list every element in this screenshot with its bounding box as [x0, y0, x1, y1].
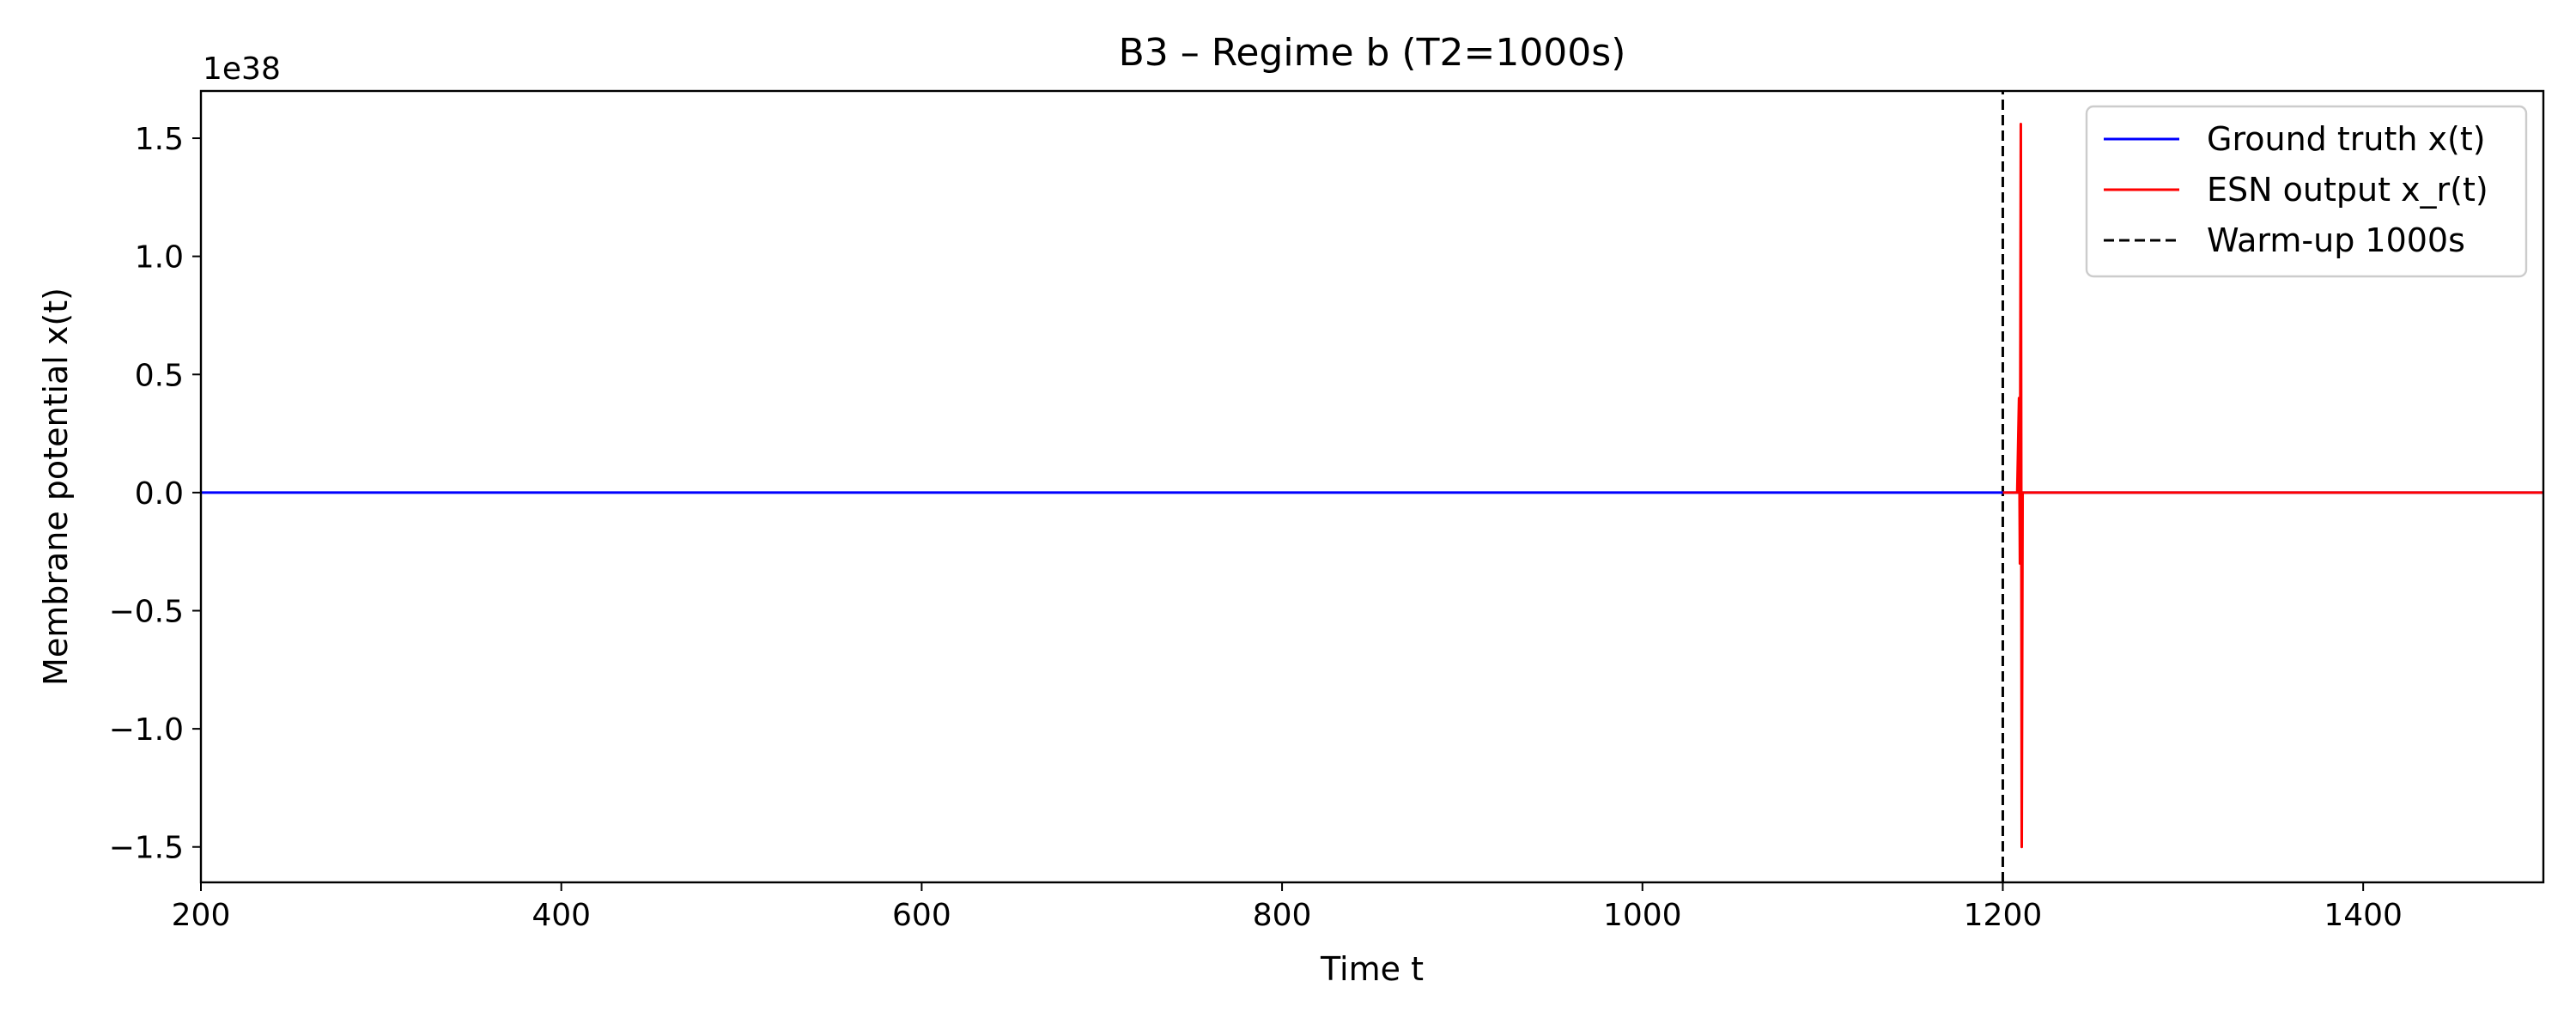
y-axis-ticks: −1.5 −1.0 −0.5 0.0 0.5 1.0 1.5 — [109, 122, 201, 866]
y-tick-label: 0.0 — [135, 476, 184, 512]
legend: Ground truth x(t) ESN output x_r(t) Warm-u… — [2085, 105, 2528, 278]
x-tick-label: 400 — [532, 898, 591, 933]
x-tick-label: 800 — [1253, 898, 1312, 933]
x-tick-label: 200 — [172, 898, 231, 933]
y-tick-label: −1.0 — [109, 712, 184, 748]
y-tick-label: 0.5 — [135, 358, 184, 393]
chart-title: B3 – Regime b (T2=1000s) — [1119, 31, 1626, 75]
legend-frame — [2085, 105, 2528, 278]
x-tick-label: 1000 — [1603, 898, 1682, 933]
plot-area — [199, 89, 2545, 884]
y-tick-label: 1.0 — [135, 240, 184, 276]
x-tick-label: 1200 — [1964, 898, 2043, 933]
legend-entry-label: Warm-up 1000s — [2207, 221, 2465, 259]
x-tick-label: 600 — [892, 898, 951, 933]
y-tick-label: −1.5 — [109, 831, 184, 866]
series-layer — [201, 91, 2543, 882]
y-tick-label: −0.5 — [109, 594, 184, 629]
x-axis-label: Time t — [1320, 950, 1424, 988]
plot-frame — [199, 89, 2545, 884]
x-axis-ticks: 200 400 600 800 1000 1200 1400 — [172, 882, 2403, 933]
legend-entry-label: ESN output x_r(t) — [2207, 171, 2488, 209]
y-axis-label: Membrane potential x(t) — [37, 288, 75, 686]
y-axis-offset-label: 1e38 — [203, 52, 281, 87]
legend-entry-label: Ground truth x(t) — [2207, 120, 2486, 158]
y-tick-label: 1.5 — [135, 122, 184, 157]
x-tick-label: 1400 — [2324, 898, 2403, 933]
series-line-1 — [2002, 123, 2543, 849]
